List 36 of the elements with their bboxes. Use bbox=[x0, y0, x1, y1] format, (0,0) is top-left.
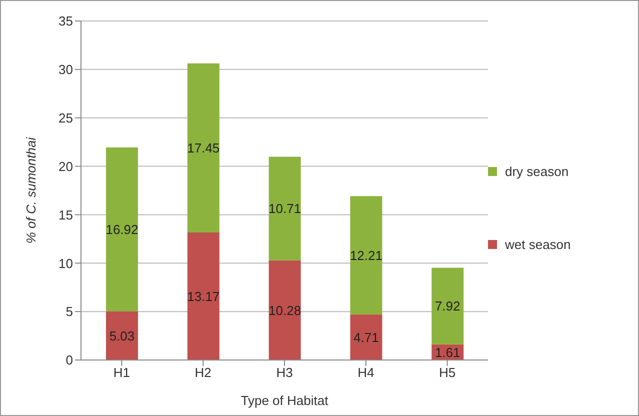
legend-label: dry season bbox=[505, 164, 569, 179]
y-tick-label: 30 bbox=[58, 62, 73, 78]
y-tick-label: 25 bbox=[58, 110, 73, 126]
bar bbox=[268, 156, 301, 260]
x-axis-title: Type of Habitat bbox=[240, 393, 329, 408]
data-label: 13.17 bbox=[187, 288, 220, 304]
data-label: 7.92 bbox=[434, 298, 460, 314]
y-tick-label: 0 bbox=[66, 352, 73, 368]
x-tick-label: H1 bbox=[113, 365, 130, 380]
y-tick-label: 20 bbox=[58, 158, 73, 174]
bar bbox=[106, 147, 138, 312]
x-tick-label: H5 bbox=[438, 365, 456, 380]
data-label: 4.71 bbox=[354, 330, 379, 345]
bar bbox=[350, 314, 382, 360]
bar bbox=[432, 268, 464, 344]
data-label: 10.28 bbox=[268, 302, 302, 318]
legend-label: wet season bbox=[505, 237, 571, 252]
data-label: 5.03 bbox=[109, 328, 135, 344]
y-axis-title: % of C. sumonthai bbox=[24, 136, 39, 244]
bar bbox=[268, 260, 301, 360]
y-tick-label: 35 bbox=[58, 14, 73, 29]
bar bbox=[106, 311, 138, 360]
x-tick-label: H3 bbox=[276, 365, 293, 380]
data-label: 1.61 bbox=[434, 344, 460, 360]
data-label: 12.21 bbox=[350, 248, 382, 263]
y-tick-label: 10 bbox=[58, 256, 73, 271]
data-label: 10.71 bbox=[268, 201, 302, 216]
x-tick-label: H2 bbox=[194, 365, 212, 380]
data-label: 16.92 bbox=[106, 222, 138, 237]
bar bbox=[350, 196, 382, 314]
y-tick-label: 15 bbox=[58, 207, 73, 222]
data-label: 17.45 bbox=[187, 140, 220, 156]
y-tick-label: 5 bbox=[66, 304, 73, 320]
x-tick-label: H4 bbox=[358, 365, 374, 380]
bar bbox=[187, 232, 220, 360]
bar bbox=[187, 63, 220, 232]
